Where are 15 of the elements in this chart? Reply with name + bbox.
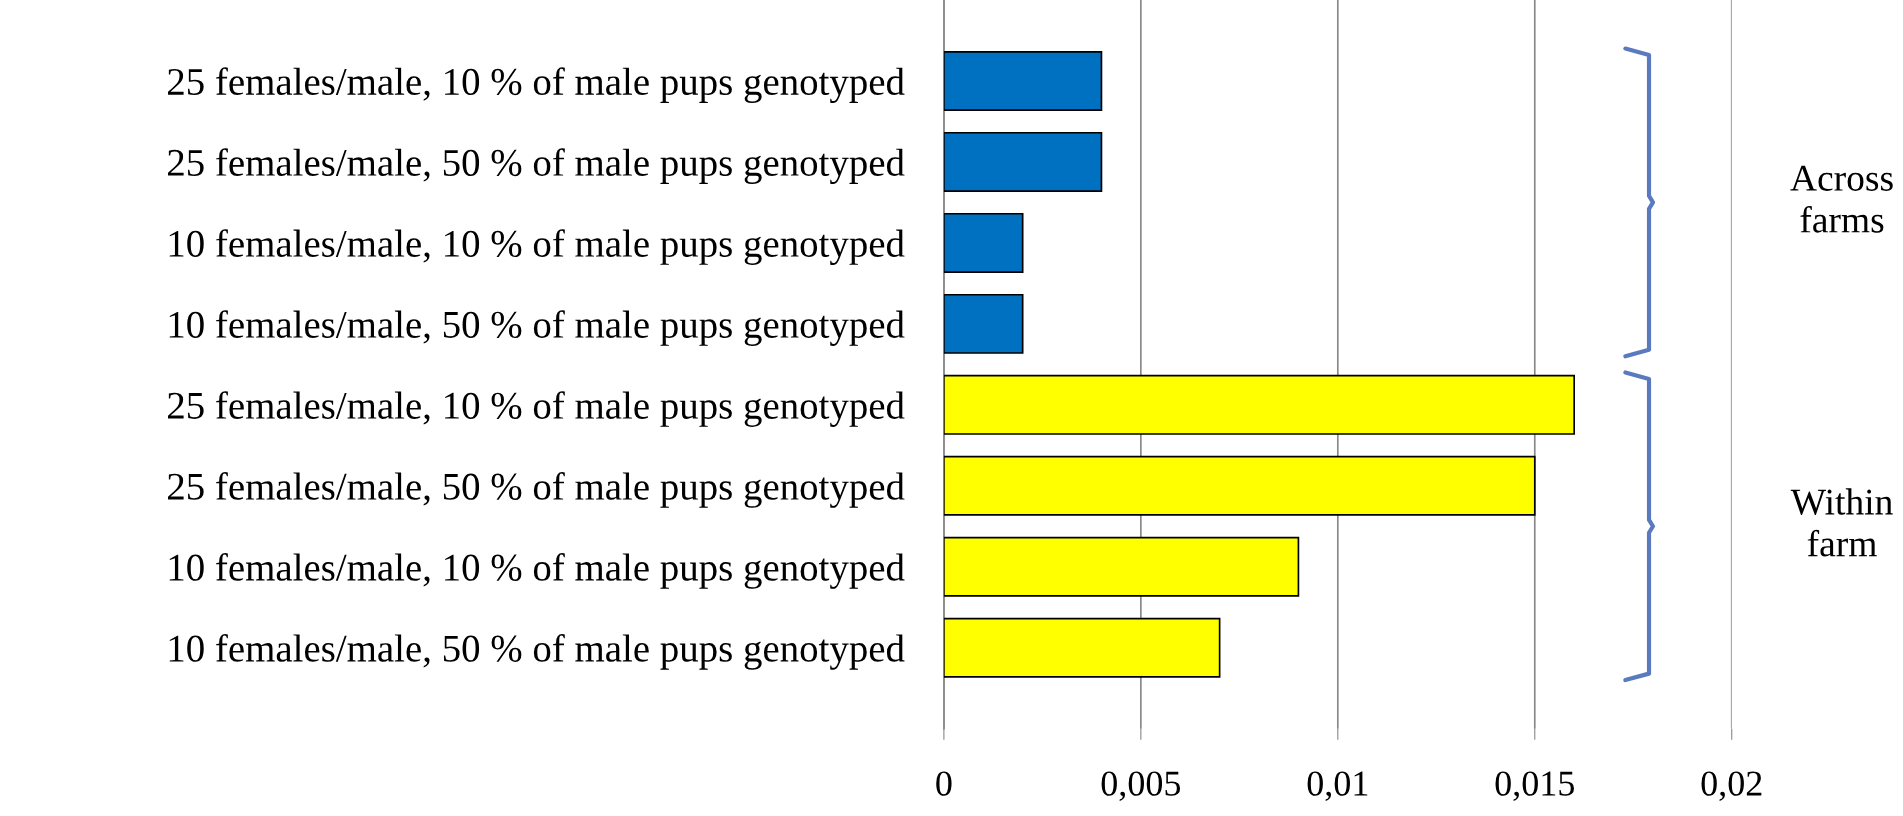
x-tick-label: 0 (936, 771, 952, 796)
y-tick-label: 25 females/male, 50 % of male pups genotyped (168, 472, 905, 508)
text: Across farms (1790, 165, 1893, 233)
x-tick-label: 0,01 (1307, 771, 1368, 801)
x-tick-label: 0,005 (1101, 771, 1181, 801)
y-tick-label: 25 females/male, 10 % of male pups genotyped (168, 391, 905, 427)
text: Within farm (1790, 488, 1893, 557)
y-tick-label: 10 females/male, 10 % of male pups genotyped (169, 229, 905, 265)
y-tick-label: 25 females/male, 10 % of male pups genotyped (168, 67, 905, 104)
y-tick-label: 10 females/male, 50 % of male pups genotyped (169, 634, 905, 670)
x-tick-label: 0,02 (1701, 771, 1762, 801)
x-tick-label: 0,015 (1495, 771, 1574, 801)
y-tick-label: 10 females/male, 10 % of male pups genotyped (169, 553, 905, 589)
y-tick-label: 25 females/male, 50 % of male pups genotyped (168, 148, 905, 185)
y-tick-label: 10 females/male, 50 % of male pups genotyped (169, 310, 905, 346)
